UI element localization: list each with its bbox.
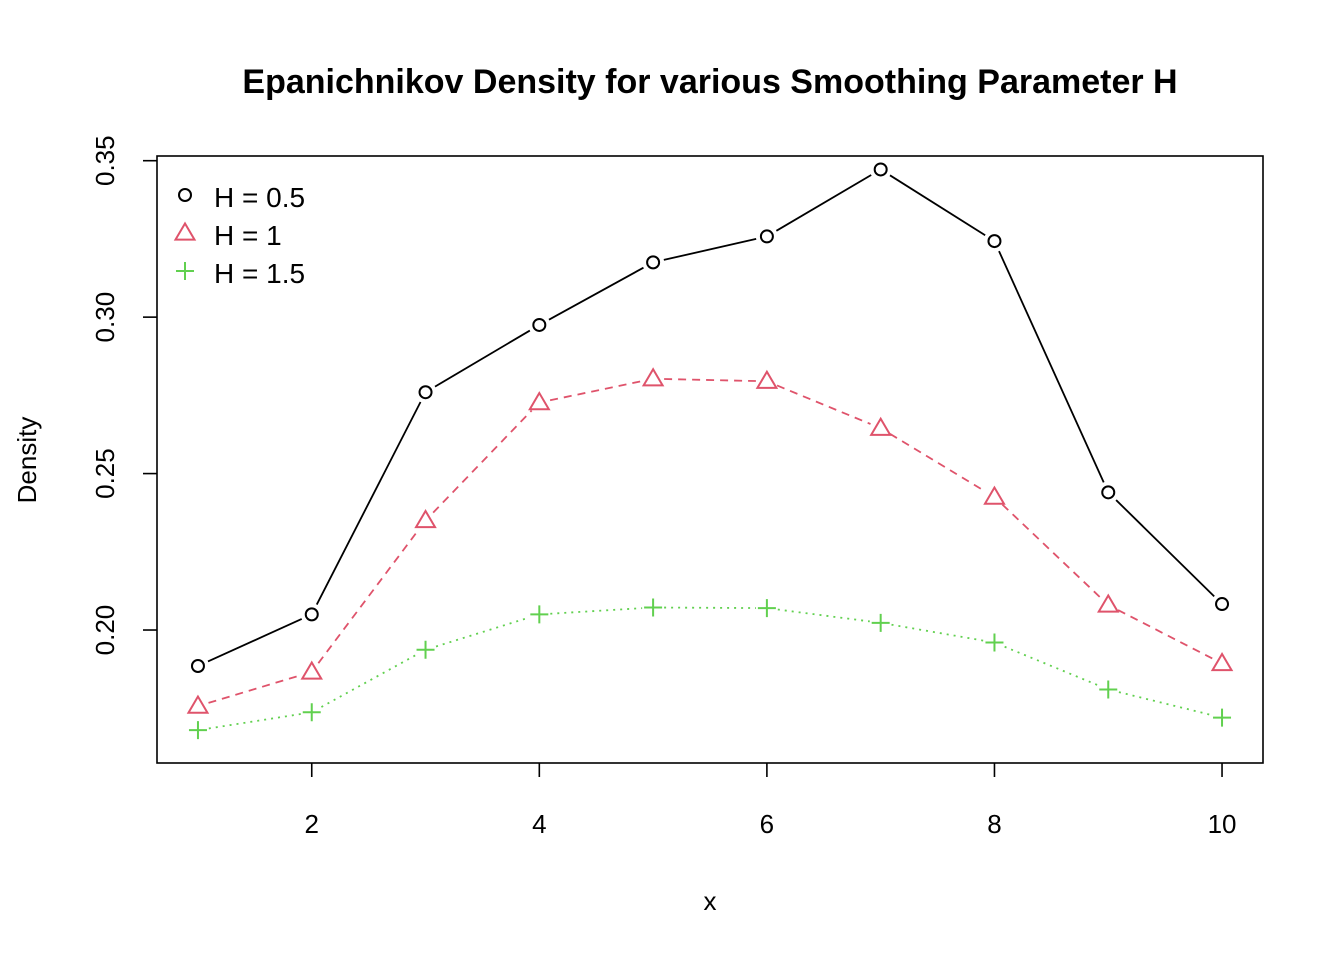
series-line-segment: [432, 409, 533, 514]
data-point: [646, 255, 661, 270]
series-line-segment: [663, 237, 757, 261]
series-line-segment: [775, 174, 872, 232]
legend-marker: [178, 188, 192, 202]
series-line-segment: [664, 378, 756, 382]
legend-item: H = 1.5: [176, 258, 305, 289]
data-point: [528, 391, 551, 411]
y-axis: 0.20 0.25 0.30 0.35: [90, 135, 157, 655]
data-point: [985, 633, 1004, 652]
series-line-segment: [434, 329, 531, 388]
legend: H = 0.5 H = 1 H = 1.5: [173, 182, 305, 289]
data-point: [186, 694, 210, 714]
legend-marker: [173, 221, 197, 241]
data-point: [530, 605, 549, 624]
series-line-segment: [998, 250, 1105, 483]
data-point: [641, 367, 665, 387]
series-line-segment: [435, 616, 530, 648]
data-point: [1213, 708, 1232, 727]
series-line-segment: [207, 618, 303, 663]
series-1: [190, 162, 1230, 674]
data-point: [418, 385, 433, 400]
series-line-segment: [1001, 503, 1101, 599]
data-point: [190, 659, 205, 674]
data-point: [1097, 593, 1120, 613]
legend-item: H = 1: [173, 220, 282, 251]
y-tick-label: 0.30: [90, 292, 120, 343]
series-line-segment: [315, 401, 422, 605]
data-point: [644, 598, 663, 617]
y-axis-label: Density: [12, 417, 42, 504]
x-tick-label: 6: [760, 809, 774, 839]
x-axis-label: x: [704, 886, 717, 916]
series-line-segment: [889, 174, 986, 237]
chart-title: Epanichnikov Density for various Smoothi…: [242, 63, 1177, 101]
series-line-segment: [776, 384, 871, 425]
y-tick-label: 0.20: [90, 605, 120, 656]
data-point: [300, 660, 323, 680]
series-line-segment: [548, 266, 644, 321]
data-point: [188, 721, 207, 740]
x-axis: 2 4 6 8 10: [305, 763, 1237, 839]
series-line-segment: [1117, 609, 1213, 660]
data-point: [414, 509, 437, 529]
data-point: [416, 640, 435, 659]
data-point: [1210, 652, 1234, 672]
series-layer: [186, 162, 1234, 740]
series-3: [188, 598, 1232, 740]
data-point: [871, 613, 890, 632]
series-line-segment: [320, 654, 417, 708]
data-point: [983, 485, 1006, 505]
series-line-segment: [664, 606, 756, 609]
data-point: [302, 703, 321, 722]
series-line-segment: [550, 607, 643, 615]
data-point: [1099, 680, 1118, 699]
legend-item: H = 0.5: [178, 182, 305, 213]
x-tick-label: 2: [305, 809, 319, 839]
data-point: [1101, 485, 1116, 500]
legend-marker: [176, 262, 194, 280]
series-line-segment: [1115, 499, 1215, 597]
data-point: [759, 229, 774, 244]
series-line-segment: [208, 713, 302, 730]
x-tick-label: 10: [1208, 809, 1237, 839]
data-point: [755, 369, 779, 389]
y-tick-label: 0.35: [90, 135, 120, 186]
data-point: [532, 317, 547, 332]
data-point: [869, 416, 892, 436]
series-line-segment: [889, 433, 986, 493]
data-point: [757, 599, 776, 618]
series-line-segment: [317, 528, 420, 664]
data-point: [1215, 597, 1230, 612]
series-line-segment: [1004, 645, 1099, 687]
series-2: [186, 367, 1234, 714]
data-point: [987, 234, 1002, 249]
series-line-segment: [549, 380, 643, 402]
data-point: [304, 607, 319, 622]
x-tick-label: 8: [987, 809, 1001, 839]
series-line-segment: [208, 674, 302, 704]
plot-frame: [156, 155, 1264, 764]
series-line-segment: [777, 608, 870, 623]
x-tick-label: 4: [532, 809, 546, 839]
legend-label: H = 1: [214, 220, 282, 251]
legend-label: H = 0.5: [214, 182, 305, 213]
series-line-segment: [891, 623, 984, 642]
y-tick-label: 0.25: [90, 448, 120, 499]
legend-label: H = 1.5: [214, 258, 305, 289]
series-line-segment: [1118, 691, 1212, 716]
data-point: [873, 162, 888, 177]
